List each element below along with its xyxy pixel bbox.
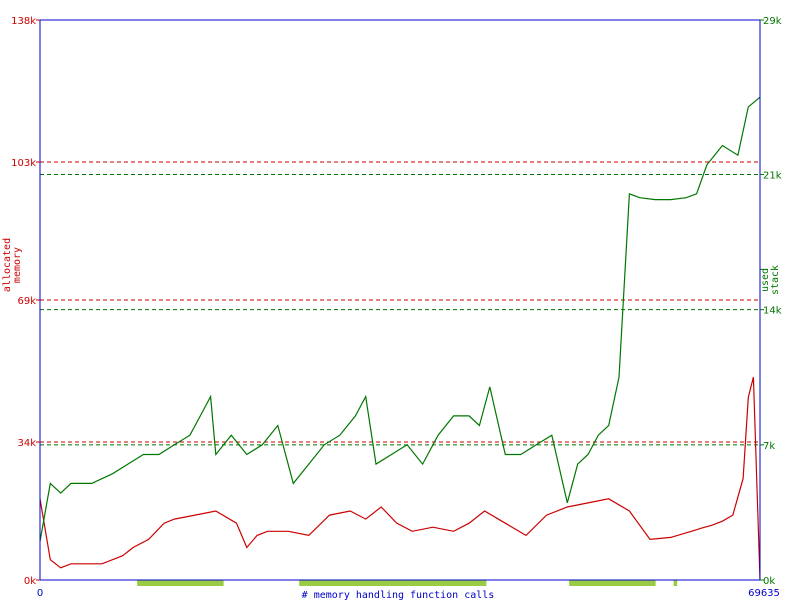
x-axis-label: # memory handling function calls [302,590,495,600]
left-tick-label-2: 69k [17,296,36,307]
segment-0 [137,580,224,586]
x-tick-label-end: 69635 [748,588,780,599]
right-tick-label-0: 0k [763,576,775,587]
right-axis-label: used stack [760,265,781,295]
left-tick-label-0: 0k [24,576,36,587]
right-tick-label-1: 7k [763,441,775,452]
segment-bar [137,580,678,586]
left-axis-label-line2: memory [12,247,23,283]
left-axis-label-line1: allocated [2,238,13,292]
left-axis-ticks: 0k 34k 69k 103k 138k [11,16,40,587]
segment-1 [299,580,487,586]
stack-series-line [39,96,761,542]
x-tick-label-start: 0 [37,588,43,599]
right-tick-label-3: 21k [763,170,782,181]
segment-3 [673,580,678,586]
right-axis-label-line1: used [760,268,771,292]
left-tick-label-1: 34k [17,438,36,449]
right-axis-label-line2: stack [770,265,781,295]
left-tick-label-3: 103k [11,158,36,169]
reference-lines [40,161,760,446]
right-tick-label-4: 29k [763,16,782,27]
memory-series-line [39,376,761,581]
segment-2 [569,580,656,586]
right-axis-ticks: 0k 7k 14k 21k 29k [760,16,782,587]
right-tick-label-2: 14k [763,306,782,317]
left-tick-label-4: 138k [11,16,36,27]
data-series [39,96,761,581]
left-axis-label: allocated memory [2,238,23,292]
